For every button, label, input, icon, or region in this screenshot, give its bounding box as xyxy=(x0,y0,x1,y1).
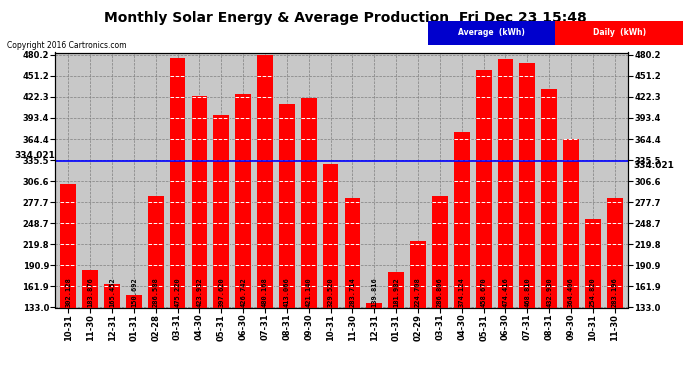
Bar xyxy=(563,139,579,308)
Bar xyxy=(542,89,557,308)
Bar xyxy=(170,58,186,308)
Text: 224.708: 224.708 xyxy=(415,277,421,307)
Bar xyxy=(82,270,98,308)
Bar xyxy=(585,219,601,308)
Text: 165.452: 165.452 xyxy=(109,277,115,307)
Text: 474.416: 474.416 xyxy=(502,277,509,307)
Bar xyxy=(344,198,360,308)
Text: 334.021: 334.021 xyxy=(14,152,55,160)
Bar xyxy=(497,59,513,308)
Text: Monthly Solar Energy & Average Production  Fri Dec 23 15:48: Monthly Solar Energy & Average Productio… xyxy=(104,11,586,25)
Bar xyxy=(104,284,120,308)
Bar xyxy=(428,21,555,45)
Bar xyxy=(148,196,164,308)
Bar xyxy=(323,164,339,308)
Bar xyxy=(192,96,207,308)
Text: 426.742: 426.742 xyxy=(240,277,246,307)
Text: 181.982: 181.982 xyxy=(393,277,400,307)
Bar xyxy=(476,70,491,308)
Text: Daily  (kWh): Daily (kWh) xyxy=(593,28,646,38)
Bar xyxy=(301,98,317,308)
Text: 468.810: 468.810 xyxy=(524,277,531,307)
Text: 286.588: 286.588 xyxy=(152,277,159,307)
Bar xyxy=(520,63,535,308)
Bar xyxy=(555,21,683,45)
Bar xyxy=(126,295,141,307)
Text: 423.932: 423.932 xyxy=(197,277,202,307)
Bar xyxy=(432,195,448,308)
Text: 283.714: 283.714 xyxy=(349,277,355,307)
Text: 432.930: 432.930 xyxy=(546,277,552,307)
Text: 183.876: 183.876 xyxy=(87,277,93,307)
Text: 458.670: 458.670 xyxy=(481,277,486,307)
Text: 302.128: 302.128 xyxy=(66,277,71,307)
Bar xyxy=(607,198,622,308)
Text: 374.124: 374.124 xyxy=(459,277,465,307)
Text: 329.520: 329.520 xyxy=(328,277,334,307)
Bar xyxy=(410,241,426,308)
Bar xyxy=(213,115,229,308)
Bar xyxy=(454,132,470,308)
Text: Copyright 2016 Cartronics.com: Copyright 2016 Cartronics.com xyxy=(7,41,126,50)
Text: 150.692: 150.692 xyxy=(131,277,137,307)
Text: 283.196: 283.196 xyxy=(612,277,618,307)
Text: 475.220: 475.220 xyxy=(175,277,181,307)
Text: 364.406: 364.406 xyxy=(568,277,574,307)
Text: 254.820: 254.820 xyxy=(590,277,596,307)
Text: 397.620: 397.620 xyxy=(218,277,224,307)
Bar xyxy=(61,184,76,308)
Bar xyxy=(279,104,295,308)
Bar xyxy=(388,272,404,308)
Bar xyxy=(235,94,251,308)
Text: 421.140: 421.140 xyxy=(306,277,312,307)
Text: 286.806: 286.806 xyxy=(437,277,443,307)
Text: 480.168: 480.168 xyxy=(262,277,268,307)
Text: 139.816: 139.816 xyxy=(371,277,377,307)
Text: Average  (kWh): Average (kWh) xyxy=(458,28,525,38)
Bar xyxy=(366,303,382,307)
Bar xyxy=(257,55,273,308)
Text: 413.066: 413.066 xyxy=(284,277,290,307)
Text: 334.021: 334.021 xyxy=(633,161,675,170)
